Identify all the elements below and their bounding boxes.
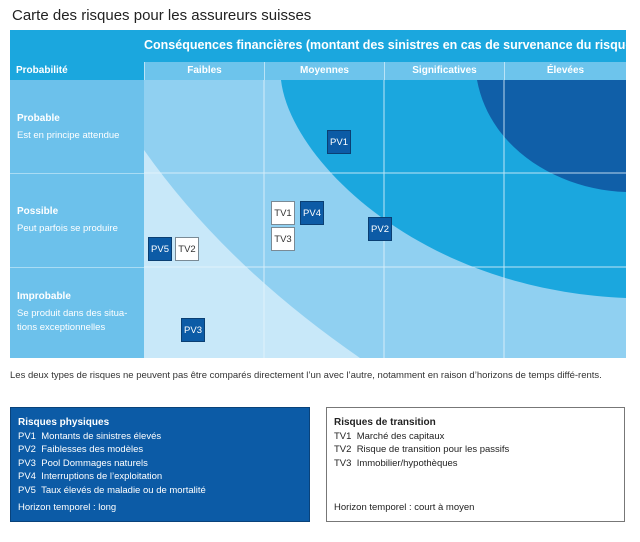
legend-item: PV3 Pool Dommages naturels [18,457,148,469]
probability-heading: Probabilité [10,62,144,80]
legend-item: PV1 Montants de sinistres élevés [18,430,162,442]
risk-marker-pv2: PV2 [368,217,392,241]
legend-horizon: Horizon temporel : court à moyen [334,501,475,513]
legend-item: TV1 Marché des capitaux [334,430,445,442]
column-header-elevees: Élevées [504,62,626,80]
row-divider [10,173,144,174]
legend-item: PV5 Taux élevés de maladie ou de mortali… [18,484,206,496]
zone-lightest [144,150,360,358]
legend-physical-risks: Risques physiques PV1 Montants de sinist… [10,407,310,522]
risk-heatmap [144,80,626,358]
column-header-significatives: Significatives [384,62,504,80]
row-label-probable: Probable Est en principe attendue [17,112,139,143]
legend-title: Risques de transition [334,417,436,428]
row-label-improbable: Improbable Se produit dans des situa-tion… [17,290,132,335]
row-desc: Se produit dans des situa-tions exceptio… [17,308,128,333]
row-desc: Peut parfois se produire [17,223,118,234]
column-header-moyennes: Moyennes [264,62,384,80]
legend-horizon: Horizon temporel : long [18,501,117,513]
legend-title: Risques physiques [18,417,110,428]
row-title: Probable [17,113,60,124]
row-divider [10,267,144,268]
legend-item: TV3 Immobilier/hypothèques [334,457,458,469]
legend-transition-risks: Risques de transition TV1 Marché des cap… [326,407,625,522]
risk-marker-tv2: TV2 [175,237,199,261]
risk-marker-tv1: TV1 [271,201,295,225]
footnote: Les deux types de risques ne peuvent pas… [10,370,602,381]
legend-item: TV2 Risque de transition pour les passif… [334,444,510,455]
row-title: Possible [17,206,59,217]
row-desc: Est en principe attendue [17,130,120,141]
legend-item: PV4 Interruptions de l’exploitation [18,471,163,482]
risk-marker-tv3: TV3 [271,227,295,251]
header-band [10,30,626,62]
page-title: Carte des risques pour les assureurs sui… [12,7,312,24]
probability-column [10,80,144,358]
consequences-heading: Conséquences financières (montant des si… [144,38,637,52]
column-header-faibles: Faibles [144,62,264,80]
row-title: Improbable [17,291,71,302]
zone-dark [477,80,626,192]
risk-marker-pv5: PV5 [148,237,172,261]
risk-marker-pv1: PV1 [327,130,351,154]
risk-marker-pv3: PV3 [181,318,205,342]
risk-marker-pv4: PV4 [300,201,324,225]
legend-item: PV2 Faiblesses des modèles [18,444,144,455]
row-label-possible: Possible Peut parfois se produire [17,205,139,236]
